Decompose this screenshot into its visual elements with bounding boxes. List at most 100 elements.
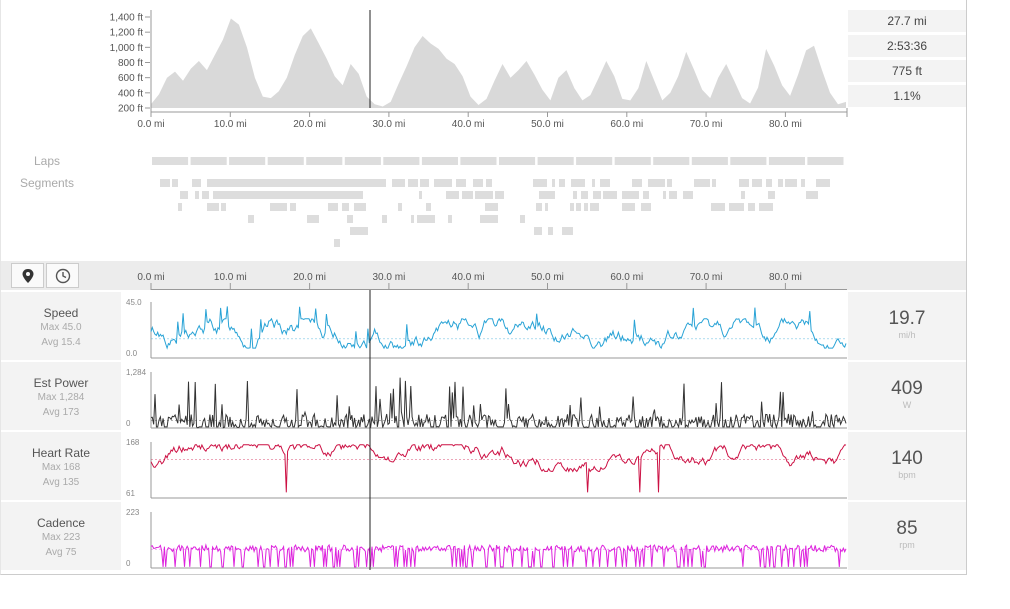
metric-charts[interactable]: 45.0 0.0 1,284 0 168 61 223 0 xyxy=(0,0,848,575)
segment-bar[interactable] xyxy=(408,179,418,187)
segment-bar[interactable] xyxy=(694,179,710,187)
segment-bar[interactable] xyxy=(600,179,610,187)
segment-bar[interactable] xyxy=(392,179,405,187)
segment-bar[interactable] xyxy=(192,179,201,187)
segment-bar[interactable] xyxy=(593,191,601,199)
segment-bar[interactable] xyxy=(473,179,483,187)
segment-bar[interactable] xyxy=(180,191,188,199)
segment-bar[interactable] xyxy=(334,239,340,247)
segment-bar[interactable] xyxy=(739,179,749,187)
segment-bar[interactable] xyxy=(520,215,525,223)
segment-bar[interactable] xyxy=(426,203,431,211)
segment-bar[interactable] xyxy=(195,191,199,199)
segment-bar[interactable] xyxy=(207,179,220,187)
segment-bar[interactable] xyxy=(417,215,435,223)
segment-bar[interactable] xyxy=(536,203,542,211)
segment-bar[interactable] xyxy=(562,227,573,235)
segment-bar[interactable] xyxy=(178,203,182,211)
segment-bar[interactable] xyxy=(290,203,296,211)
segment-bar[interactable] xyxy=(328,203,338,211)
segment-bar[interactable] xyxy=(571,179,585,187)
segment-bar[interactable] xyxy=(539,191,555,199)
segment-bar[interactable] xyxy=(533,179,547,187)
laps-segments-track[interactable] xyxy=(0,150,848,250)
segment-bar[interactable] xyxy=(462,191,473,199)
segment-bar[interactable] xyxy=(785,179,797,187)
lap-bar[interactable] xyxy=(691,157,728,165)
map-view-button[interactable] xyxy=(11,263,44,288)
segment-bar[interactable] xyxy=(448,215,452,223)
segment-bar[interactable] xyxy=(667,179,672,187)
time-view-button[interactable] xyxy=(46,263,79,288)
lap-bar[interactable] xyxy=(614,157,651,165)
segment-bar[interactable] xyxy=(806,191,818,199)
segment-bar[interactable] xyxy=(221,203,226,211)
segment-bar[interactable] xyxy=(207,203,219,211)
segment-bar[interactable] xyxy=(622,191,639,199)
lap-bar[interactable] xyxy=(306,157,343,165)
segment-bar[interactable] xyxy=(559,179,565,187)
segment-bar[interactable] xyxy=(759,203,773,211)
lap-bar[interactable] xyxy=(229,157,266,165)
metric-chart-2[interactable]: 168 61 xyxy=(126,438,847,499)
segment-bar[interactable] xyxy=(270,203,287,211)
segment-bar[interactable] xyxy=(801,179,805,187)
segment-bar[interactable] xyxy=(641,203,651,211)
lap-bar[interactable] xyxy=(190,157,227,165)
segment-bar[interactable] xyxy=(768,191,775,199)
metric-chart-0[interactable]: 45.0 0.0 xyxy=(126,298,847,359)
segment-bar[interactable] xyxy=(434,179,452,187)
lap-bar[interactable] xyxy=(152,157,189,165)
lap-bar[interactable] xyxy=(807,157,844,165)
segment-bar[interactable] xyxy=(419,191,422,199)
segment-bar[interactable] xyxy=(663,191,666,199)
segment-bar[interactable] xyxy=(215,179,385,187)
segment-bar[interactable] xyxy=(480,215,498,223)
segment-bar[interactable] xyxy=(603,191,617,199)
lap-bar[interactable] xyxy=(344,157,381,165)
segment-bar[interactable] xyxy=(752,179,762,187)
lap-bar[interactable] xyxy=(499,157,536,165)
segment-bar[interactable] xyxy=(816,179,830,187)
metric-chart-3[interactable]: 223 0 xyxy=(126,508,847,569)
segment-bar[interactable] xyxy=(420,179,429,187)
segment-bar[interactable] xyxy=(590,203,599,211)
segment-bar[interactable] xyxy=(576,203,581,211)
segment-bar[interactable] xyxy=(581,191,588,199)
segment-bar[interactable] xyxy=(350,227,368,235)
segment-bar[interactable] xyxy=(573,191,577,199)
segment-bar[interactable] xyxy=(748,203,755,211)
lap-bar[interactable] xyxy=(421,157,458,165)
segment-bar[interactable] xyxy=(741,191,745,199)
segment-bar[interactable] xyxy=(248,215,254,223)
segment-bar[interactable] xyxy=(648,179,665,187)
segment-bar[interactable] xyxy=(766,179,772,187)
lap-bar[interactable] xyxy=(383,157,420,165)
elevation-chart[interactable]: 1,400 ft 1,200 ft 1,000 ft 800 ft 600 ft 400 … xyxy=(0,0,848,135)
segment-bar[interactable] xyxy=(354,203,366,211)
lap-bar[interactable] xyxy=(768,157,805,165)
segment-bar[interactable] xyxy=(570,203,574,211)
segment-bar[interactable] xyxy=(632,179,642,187)
lap-bar[interactable] xyxy=(267,157,304,165)
segment-bar[interactable] xyxy=(711,203,725,211)
segment-bar[interactable] xyxy=(669,191,677,199)
segment-bar[interactable] xyxy=(398,203,402,211)
segment-bar[interactable] xyxy=(495,191,504,199)
segment-bar[interactable] xyxy=(712,179,716,187)
lap-bar[interactable] xyxy=(537,157,574,165)
segment-bar[interactable] xyxy=(382,215,387,223)
lap-bar[interactable] xyxy=(460,157,497,165)
segment-bar[interactable] xyxy=(213,191,363,199)
segment-bar[interactable] xyxy=(592,179,595,187)
segment-bar[interactable] xyxy=(307,215,319,223)
lap-bar[interactable] xyxy=(576,157,613,165)
segment-bar[interactable] xyxy=(160,179,170,187)
segment-bar[interactable] xyxy=(584,203,588,211)
segment-bar[interactable] xyxy=(172,179,178,187)
segment-bar[interactable] xyxy=(548,227,553,235)
segment-bar[interactable] xyxy=(545,203,548,211)
segment-bar[interactable] xyxy=(485,203,498,211)
segment-bar[interactable] xyxy=(475,191,493,199)
segment-bar[interactable] xyxy=(552,179,555,187)
